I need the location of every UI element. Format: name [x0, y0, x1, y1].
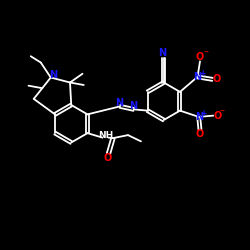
Text: N: N	[158, 48, 166, 58]
Text: O: O	[104, 153, 112, 163]
Text: ⁻: ⁻	[220, 108, 225, 118]
Text: N: N	[129, 100, 137, 110]
Text: N: N	[194, 72, 202, 82]
Text: +: +	[200, 109, 206, 118]
Text: O: O	[196, 130, 204, 140]
Text: N: N	[49, 70, 57, 80]
Text: N: N	[115, 98, 123, 108]
Text: +: +	[199, 69, 205, 78]
Text: O: O	[214, 110, 222, 121]
Text: ⁻: ⁻	[203, 50, 208, 59]
Text: O: O	[213, 74, 221, 85]
Text: O: O	[196, 52, 204, 62]
Text: NH: NH	[98, 131, 113, 140]
Text: N: N	[195, 112, 203, 122]
